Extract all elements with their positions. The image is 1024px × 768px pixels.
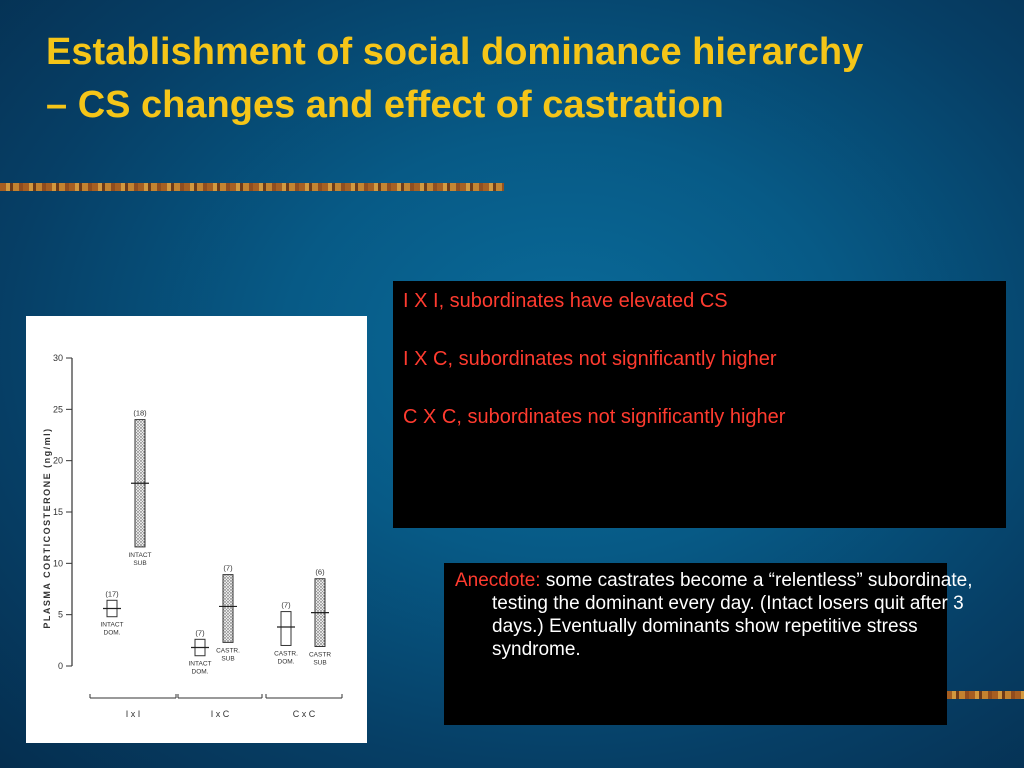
y-tick-label: 25 — [53, 404, 63, 414]
box-category-label: INTACT — [189, 661, 212, 668]
box-n-label: (7) — [195, 628, 205, 637]
box-category-label: CASTR. — [274, 650, 298, 657]
corticosterone-chart: 0 5 10 15 20 25 30 PLASMA CORTICOSTERONE (ng/m… — [26, 316, 367, 743]
y-tick-label: 10 — [53, 558, 63, 568]
anecdote-box: Anecdote: some castrates become a “relen… — [444, 563, 973, 725]
group-label: I x I — [126, 709, 141, 719]
box-category-label: DOM. — [104, 630, 121, 637]
box-category-label: CASTR — [309, 651, 331, 658]
decorative-bar-top — [0, 183, 504, 191]
box-n-label: (7) — [281, 601, 291, 610]
box-n-label: (6) — [315, 568, 325, 577]
box-4 — [280, 611, 292, 646]
box-category-label: SUB — [133, 560, 146, 567]
box-category-label: INTACT — [129, 552, 152, 559]
box-n-label: (17) — [105, 589, 119, 598]
box-category-label: DOM. — [192, 669, 209, 676]
box-3 — [222, 574, 234, 643]
anecdote-label: Anecdote: — [455, 570, 541, 591]
finding-i-x-i: I X I, subordinates have elevated CS — [403, 290, 728, 312]
y-tick-label: 15 — [53, 507, 63, 517]
finding-i-x-c: I X C, subordinates not significantly hi… — [403, 348, 777, 370]
group-label: I x C — [211, 709, 230, 719]
box-n-label: (7) — [223, 564, 233, 573]
slide-title: Establishment of social dominance hierar… — [46, 31, 864, 126]
y-tick-label: 20 — [53, 456, 63, 466]
box-category-label: SUB — [221, 655, 234, 662]
group-label: C x C — [293, 709, 316, 719]
box-category-label: DOM. — [278, 658, 295, 665]
decorative-bar-right — [946, 691, 1024, 699]
y-tick-label: 0 — [58, 661, 63, 671]
y-tick-label: 30 — [53, 353, 63, 363]
y-tick-label: 5 — [58, 610, 63, 620]
finding-c-x-c: C X C, subordinates not significantly hi… — [403, 406, 786, 428]
box-category-label: INTACT — [101, 622, 124, 629]
chart-svg: 0 5 10 15 20 25 30 PLASMA CORTICOSTERONE (ng/m… — [42, 353, 343, 719]
y-axis-label: PLASMA CORTICOSTERONE (ng/ml) — [42, 427, 52, 628]
anecdote-text: Anecdote: some castrates become a “relen… — [455, 569, 976, 661]
anecdote-body: some castrates become a “relentless” sub… — [492, 570, 973, 660]
box-category-label: SUB — [313, 659, 326, 666]
box-n-label: (18) — [133, 409, 147, 418]
box-category-label: CASTR. — [216, 647, 240, 654]
findings-box: I X I, subordinates have elevated CS I X… — [393, 281, 1006, 528]
